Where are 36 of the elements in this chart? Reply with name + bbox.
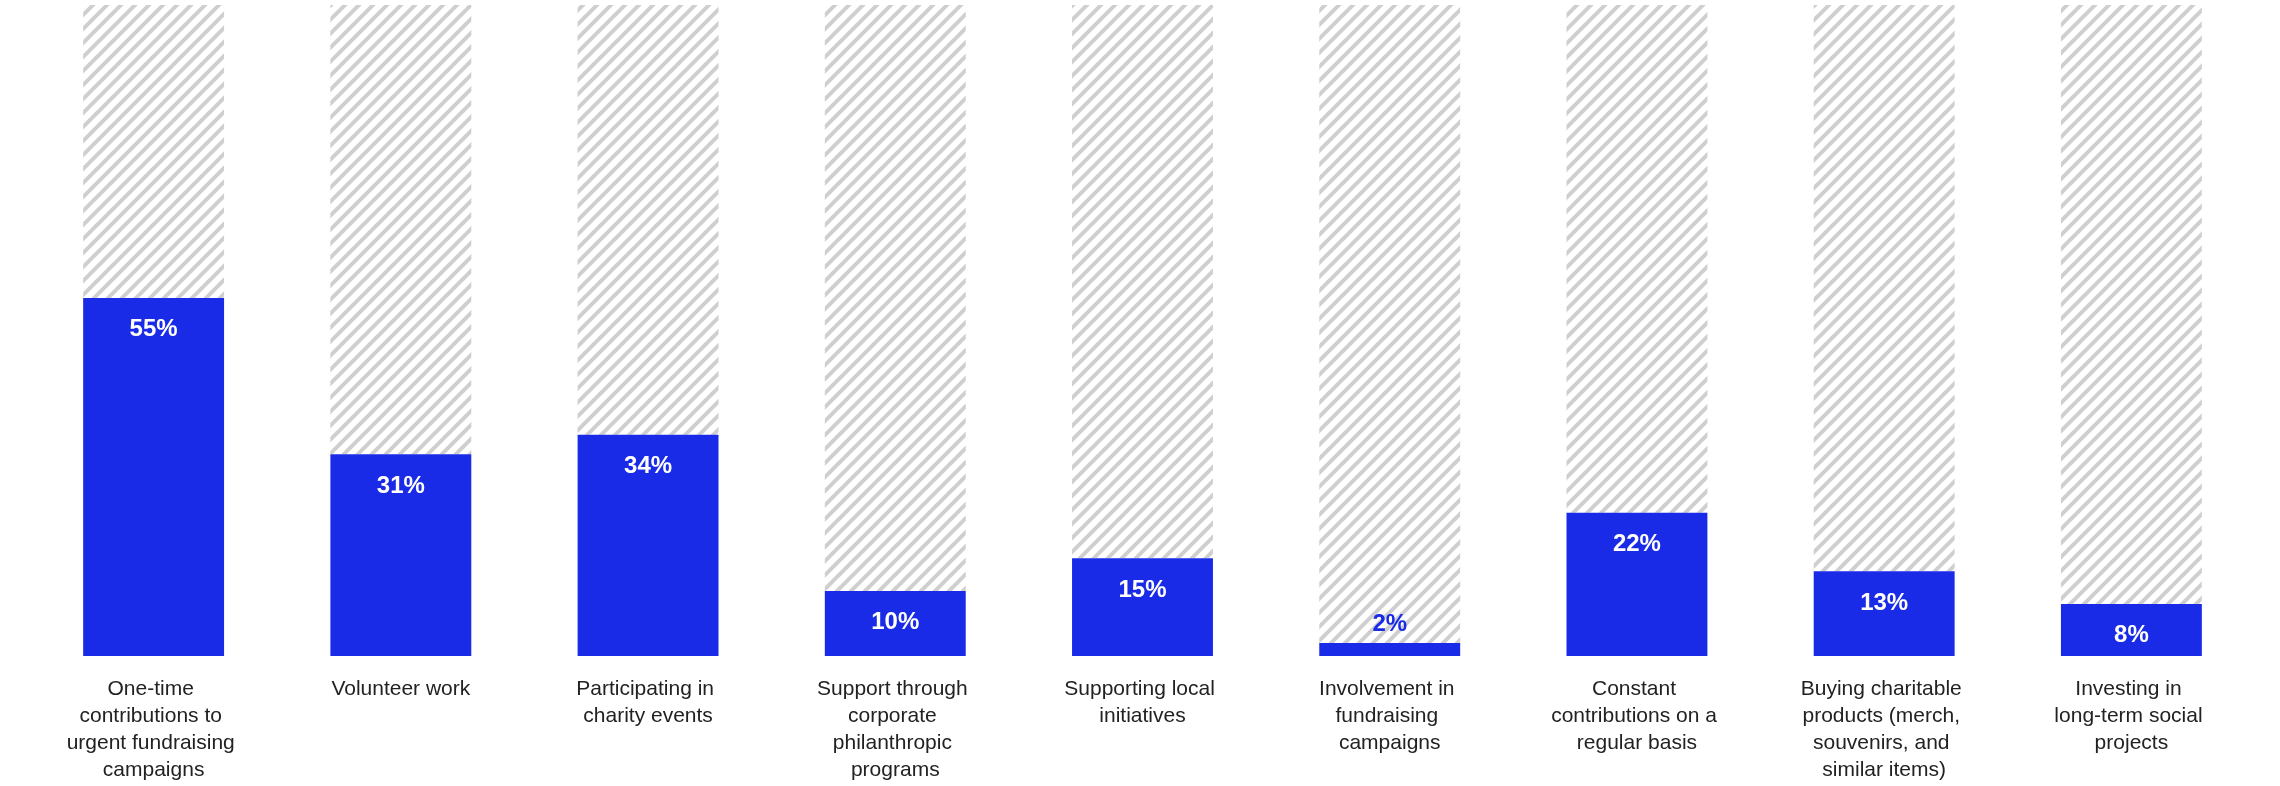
bar: [2060, 5, 2202, 604]
x-tick-label: Participating in charity events: [576, 676, 720, 726]
x-tick-label: Constant contributions on a regular basis: [1551, 676, 1723, 753]
bar: [1319, 642, 1461, 656]
bar: [824, 590, 966, 656]
bar: [1319, 5, 1461, 643]
data-label: 55%: [129, 314, 178, 342]
bar: [1072, 558, 1213, 656]
bar: [330, 454, 472, 656]
data-label: 22%: [1612, 529, 1661, 557]
x-tick-label: Supporting local initiatives: [1064, 676, 1221, 726]
data-label: 8%: [2114, 620, 2149, 648]
x-tick-label: One-time contributions to urgent fundraising campaigns: [66, 676, 241, 780]
bar: [83, 297, 225, 656]
bar: [2060, 603, 2202, 656]
bar: [1566, 5, 1708, 513]
bar: [83, 5, 225, 298]
data-label: 13%: [1860, 587, 1909, 615]
data-label: 31%: [376, 470, 425, 498]
bar: [1072, 5, 1213, 559]
bar: [577, 5, 719, 435]
bar: [330, 5, 472, 455]
x-tick-label: Buying charitable products (merch, souvenirs, and similar items): [1800, 676, 1968, 780]
bar: [1813, 571, 1955, 656]
bar: [824, 5, 966, 591]
bar: [577, 434, 719, 656]
bar: [1813, 5, 1955, 572]
x-tick-label: Volunteer work: [331, 676, 471, 699]
data-label: 2%: [1372, 609, 1408, 637]
x-tick-label: Support through corporate philanthropic programs: [817, 676, 974, 780]
data-label: 34%: [624, 451, 673, 479]
data-label: 10%: [871, 607, 920, 635]
x-tick-label: Investing in long-term social projects: [2054, 676, 2209, 753]
data-label: 15%: [1118, 574, 1167, 602]
bar: [1566, 512, 1708, 656]
x-tick-label: Involvement in fundraising campaigns: [1319, 676, 1461, 753]
